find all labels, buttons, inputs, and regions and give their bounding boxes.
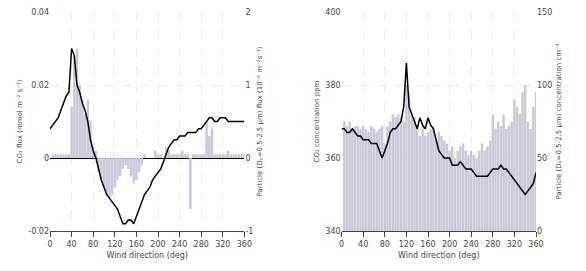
svg-text:360: 360 [528,240,543,249]
svg-text:80: 80 [88,240,98,249]
svg-text:320: 320 [507,240,522,249]
svg-text:400: 400 [325,8,340,17]
svg-text:200: 200 [442,240,457,249]
svg-text:120: 120 [107,240,122,249]
svg-text:360: 360 [325,154,340,163]
svg-text:120: 120 [399,240,414,249]
svg-text:0: 0 [339,240,344,249]
svg-text:160: 160 [420,240,435,249]
svg-text:Wind direction (deg): Wind direction (deg) [398,251,480,260]
svg-text:100: 100 [537,81,552,90]
svg-text:1: 1 [245,81,250,90]
svg-text:Wind direction (deg): Wind direction (deg) [106,251,188,260]
svg-text:Particle (Dₚ=0.5-2.5 μm) flux: Particle (Dₚ=0.5-2.5 μm) flux (10⁻⁶ m⁻²s… [256,46,264,196]
svg-text:0: 0 [537,227,542,236]
svg-text:-1: -1 [245,227,253,236]
svg-text:CO₂ flux (mmol m⁻² s⁻¹): CO₂ flux (mmol m⁻² s⁻¹) [16,79,24,163]
svg-text:380: 380 [325,81,340,90]
svg-text:320: 320 [215,240,230,249]
svg-text:80: 80 [380,240,390,249]
svg-text:CO₂ concentration ppm: CO₂ concentration ppm [313,80,321,162]
svg-text:-0.02: -0.02 [28,227,49,236]
svg-text:2: 2 [245,8,250,17]
svg-text:280: 280 [194,240,209,249]
svg-text:40: 40 [67,240,77,249]
svg-text:150: 150 [537,8,552,17]
svg-text:0: 0 [245,154,250,163]
svg-text:0: 0 [44,154,49,163]
svg-text:0.04: 0.04 [31,8,49,17]
svg-text:240: 240 [172,240,187,249]
svg-text:0.02: 0.02 [31,81,49,90]
svg-text:0: 0 [47,240,52,249]
svg-text:240: 240 [464,240,479,249]
svg-text:160: 160 [129,240,144,249]
svg-text:360: 360 [237,240,252,249]
svg-text:40: 40 [358,240,368,249]
svg-text:Particle (Dₚ=0.5-2.5 μm) conce: Particle (Dₚ=0.5-2.5 μm) concentration c… [555,43,563,199]
svg-text:50: 50 [537,154,547,163]
svg-text:340: 340 [325,227,340,236]
svg-text:200: 200 [150,240,165,249]
svg-text:280: 280 [485,240,500,249]
